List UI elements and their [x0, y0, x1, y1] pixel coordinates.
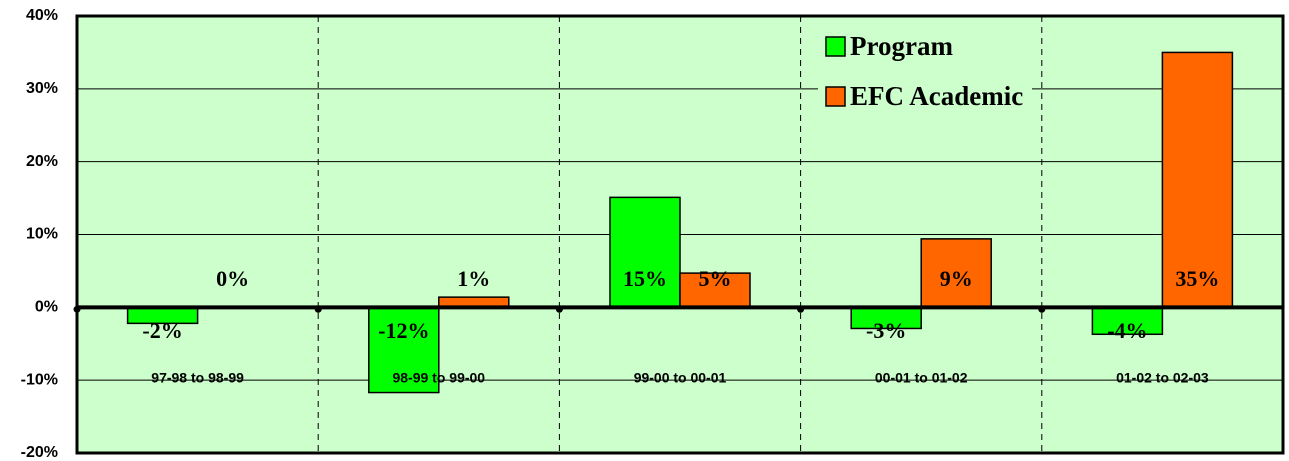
value-label: 1%	[457, 266, 490, 291]
value-label: -4%	[1107, 318, 1147, 343]
value-label: 9%	[940, 266, 973, 291]
axis-dot	[1038, 305, 1046, 313]
legend-swatch	[825, 36, 846, 57]
legend-label: EFC Academic	[850, 81, 1023, 111]
axis-dot	[555, 305, 563, 313]
y-tick-label: 30%	[26, 80, 58, 97]
value-label: 15%	[623, 266, 667, 291]
axis-dot	[797, 305, 805, 313]
x-tick-label: 98-99 to 99-00	[392, 370, 485, 386]
value-label: -12%	[378, 318, 429, 343]
y-tick-label: 40%	[26, 7, 58, 24]
legend-swatch	[825, 86, 846, 107]
bar	[368, 306, 440, 394]
bar	[920, 238, 992, 309]
x-tick-label: 01-02 to 02-03	[1116, 370, 1209, 386]
x-tick-label: 97-98 to 98-99	[151, 370, 244, 386]
plot-border	[75, 14, 1285, 455]
legend: Program EFC Academic	[818, 31, 1032, 119]
x-tick-label: 00-01 to 01-02	[875, 370, 968, 386]
value-label: -2%	[142, 318, 182, 343]
y-tick-label: 20%	[26, 153, 58, 170]
value-label: 5%	[699, 266, 732, 291]
value-label: 0%	[216, 266, 249, 291]
legend-label: Program	[850, 31, 953, 61]
y-tick-label: -20%	[21, 444, 58, 461]
x-tick-label: 99-00 to 00-01	[634, 370, 727, 386]
bar	[1091, 306, 1164, 336]
y-tick-label: 0%	[35, 299, 58, 316]
axis-dot	[314, 305, 322, 313]
value-label: -3%	[866, 318, 906, 343]
y-tick-label: 10%	[26, 226, 58, 243]
y-tick-label: -10%	[21, 371, 58, 388]
legend-box	[818, 31, 1032, 119]
value-label: 35%	[1175, 266, 1219, 291]
